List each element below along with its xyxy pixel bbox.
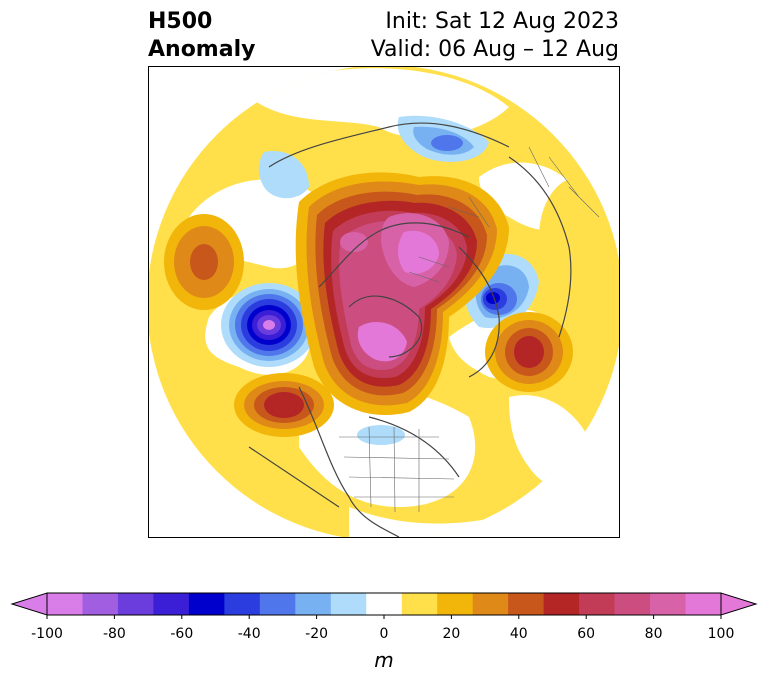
positive-anomaly-atlantic-core (514, 336, 544, 368)
colorbar-segment (472, 593, 509, 615)
colorbar-segment (330, 593, 367, 615)
colorbar-segment (579, 593, 616, 615)
colorbar-tick-label: 80 (644, 626, 663, 642)
colorbar-segment (47, 593, 83, 615)
colorbar-tick-label: -60 (170, 626, 194, 642)
colorbar-segment (259, 593, 296, 615)
colorbar-tick-label: 0 (379, 626, 389, 642)
colorbar-tick-label: -100 (31, 626, 63, 642)
title-field: Anomaly (148, 37, 256, 62)
colorbar-segment (508, 593, 545, 615)
map-canvas (149, 67, 619, 537)
coastlines (248, 122, 572, 537)
colorbar-segment (650, 593, 687, 615)
title-variable: H500 (148, 9, 213, 34)
colorbar-segment (437, 593, 474, 615)
positive-anomaly-arctic-west-core (340, 232, 368, 252)
positive-anomaly-greenland-core (398, 230, 439, 274)
anomaly-map (148, 66, 620, 538)
colorbar-segment (188, 593, 225, 615)
neutral-region-north-america (299, 386, 476, 507)
colorbar-tick-label: 40 (509, 626, 528, 642)
political-boundaries (339, 146, 600, 513)
positive-anomaly-central-asia (539, 177, 619, 297)
colorbar-segment (614, 593, 651, 615)
colorbar-segment (685, 593, 722, 615)
colorbar-segment (401, 593, 438, 615)
colorbar-segment (295, 593, 332, 615)
colorbar-extend-low (10, 592, 48, 616)
colorbar-segment (543, 593, 580, 615)
positive-anomaly-hudson-core (357, 322, 407, 362)
positive-anomaly-pacific-core (190, 244, 218, 280)
negative-anomaly-north-america (357, 425, 405, 445)
negative-anomaly-siberia-outer (258, 151, 309, 199)
init-time: Init: Sat 12 Aug 2023 (385, 9, 619, 34)
negative-anomaly-bering-core (263, 320, 275, 330)
title-left: H500 Anomaly (148, 8, 255, 64)
colorbar-segment (366, 593, 403, 615)
colorbar-tick-label: 20 (442, 626, 461, 642)
colorbar-tick-label: 100 (707, 626, 735, 642)
colorbar-tick-label: 60 (577, 626, 596, 642)
colorbar-segment (153, 593, 190, 615)
colorbar-tick-label: -80 (102, 626, 126, 642)
colorbar-tick-label: -20 (305, 626, 329, 642)
colorbar-segment (82, 593, 119, 615)
colorbar (10, 592, 758, 619)
colorbar-extend-high (720, 592, 758, 616)
colorbar-segment (117, 593, 154, 615)
neutral-region-south (349, 507, 499, 537)
colorbar-tick-label: -40 (237, 626, 261, 642)
colorbar-unit: m (374, 648, 394, 672)
negative-anomaly-eurasia-west-core (431, 135, 463, 151)
valid-period: Valid: 06 Aug – 12 Aug (370, 37, 619, 62)
negative-anomaly-scandinavia-core (486, 292, 500, 304)
positive-anomaly-east-pacific-core (264, 392, 304, 418)
colorbar-segment (224, 593, 261, 615)
title-right: Init: Sat 12 Aug 2023 Valid: 06 Aug – 12… (371, 8, 619, 64)
